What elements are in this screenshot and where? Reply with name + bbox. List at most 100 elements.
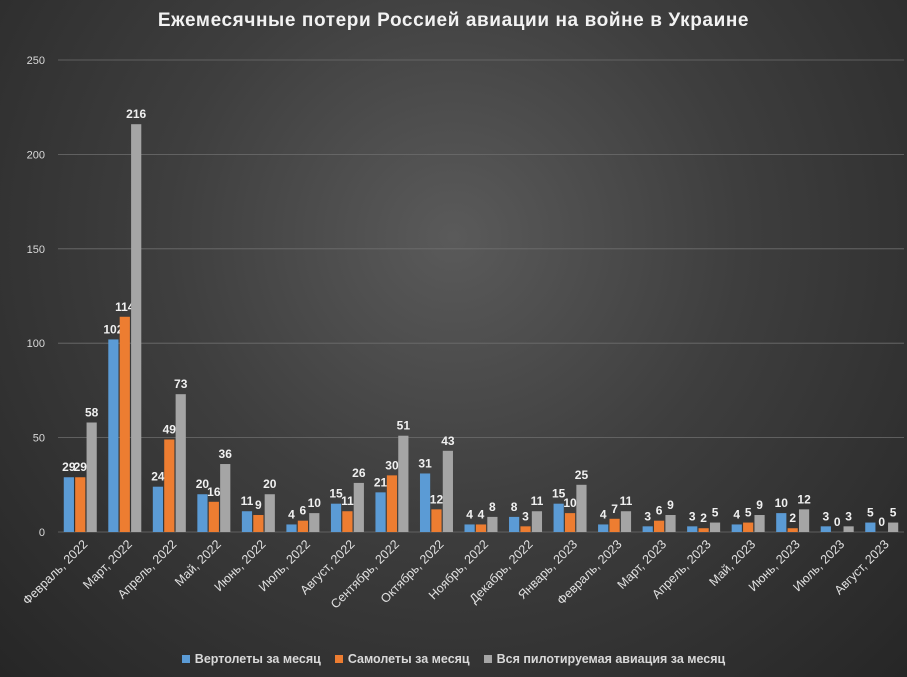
chart-title: Ежемесячные потери Россией авиации на во… [157, 10, 750, 31]
bar [576, 484, 587, 532]
data-label: 73 [174, 377, 188, 391]
bar [698, 528, 709, 532]
bar [164, 439, 175, 532]
bar [342, 511, 353, 532]
bar [197, 494, 208, 532]
legend: Вертолеты за месяц Самолеты за месяц Вся… [0, 652, 907, 666]
bar [865, 522, 876, 532]
data-label: 51 [397, 419, 411, 433]
data-label: 5 [890, 506, 897, 520]
bar [888, 522, 899, 532]
bar [152, 486, 164, 532]
data-label: 25 [575, 468, 589, 482]
data-label: 12 [430, 492, 444, 506]
bar [353, 482, 364, 532]
bar [398, 435, 409, 532]
data-label: 8 [511, 500, 518, 514]
data-label: 4 [466, 507, 473, 521]
data-label: 102 [103, 322, 123, 336]
bar [520, 526, 531, 532]
legend-swatch-all-aviation [483, 655, 492, 663]
bar [531, 511, 543, 532]
data-label: 30 [385, 458, 399, 472]
bar [241, 511, 253, 532]
bar [208, 501, 219, 532]
data-label: 15 [552, 487, 566, 501]
y-tick-label: 150 [27, 244, 45, 256]
data-label: 216 [126, 107, 146, 121]
data-label: 9 [667, 498, 674, 512]
legend-label-helicopters: Вертолеты за месяц [194, 652, 321, 666]
bar [386, 475, 398, 532]
data-label: 11 [341, 494, 354, 508]
data-label: 6 [656, 504, 663, 518]
bar [731, 524, 742, 532]
data-label: 26 [352, 466, 366, 480]
bar [820, 526, 831, 532]
bar [375, 492, 386, 532]
data-label: 11 [620, 494, 633, 508]
data-label: 5 [712, 506, 719, 520]
data-label: 9 [255, 498, 262, 512]
data-label: 0 [834, 515, 841, 529]
bar [475, 524, 487, 532]
bar [108, 339, 119, 532]
bar [620, 511, 632, 532]
data-label: 20 [196, 477, 210, 491]
bar [787, 528, 798, 532]
data-label: 7 [611, 502, 618, 516]
bar [220, 464, 231, 532]
data-label: 3 [522, 509, 529, 523]
data-label: 16 [207, 485, 221, 499]
bar [119, 316, 130, 532]
bar [509, 516, 520, 532]
data-label: 29 [74, 460, 88, 474]
bar [442, 450, 453, 532]
bar [598, 524, 609, 532]
legend-label-aircraft: Самолеты за месяц [347, 652, 470, 666]
bar [464, 524, 475, 532]
bar [175, 394, 186, 532]
legend-label-all-aviation: Вся пилотируемая авиация за месяц [496, 652, 726, 666]
data-label: 10 [775, 496, 789, 510]
legend-item-helicopters: Вертолеты за месяц [181, 652, 321, 666]
y-tick-label: 100 [27, 338, 45, 350]
bar [564, 513, 576, 532]
data-label: 15 [329, 487, 343, 501]
x-tick-label: Февраль, 2022 [20, 537, 90, 607]
bar [609, 518, 620, 532]
data-label: 58 [85, 405, 99, 419]
data-label: 31 [418, 456, 432, 470]
bar [843, 526, 854, 532]
y-tick-label: 50 [33, 433, 45, 445]
data-label: 11 [531, 494, 544, 508]
data-label: 20 [263, 477, 277, 491]
data-label: 24 [151, 470, 165, 484]
bar [253, 515, 264, 532]
data-label: 36 [219, 447, 233, 461]
data-label: 3 [644, 509, 651, 523]
data-label: 11 [241, 494, 254, 508]
data-label: 12 [797, 492, 811, 506]
data-label: 4 [733, 507, 740, 521]
bar [309, 513, 320, 532]
data-label: 10 [308, 496, 322, 510]
bar [642, 526, 653, 532]
data-label: 4 [288, 507, 295, 521]
bar [75, 477, 86, 532]
bar [63, 477, 74, 532]
data-label: 5 [867, 506, 874, 520]
data-label: 21 [374, 475, 388, 489]
bar [431, 509, 442, 532]
data-label: 3 [822, 509, 829, 523]
bar [86, 422, 97, 532]
data-label: 3 [689, 509, 696, 523]
data-label: 2 [789, 511, 796, 525]
data-label: 9 [756, 498, 763, 512]
data-label: 114 [115, 300, 135, 314]
legend-swatch-aircraft [334, 655, 343, 663]
y-tick-label: 250 [27, 55, 45, 67]
bar [776, 513, 787, 532]
